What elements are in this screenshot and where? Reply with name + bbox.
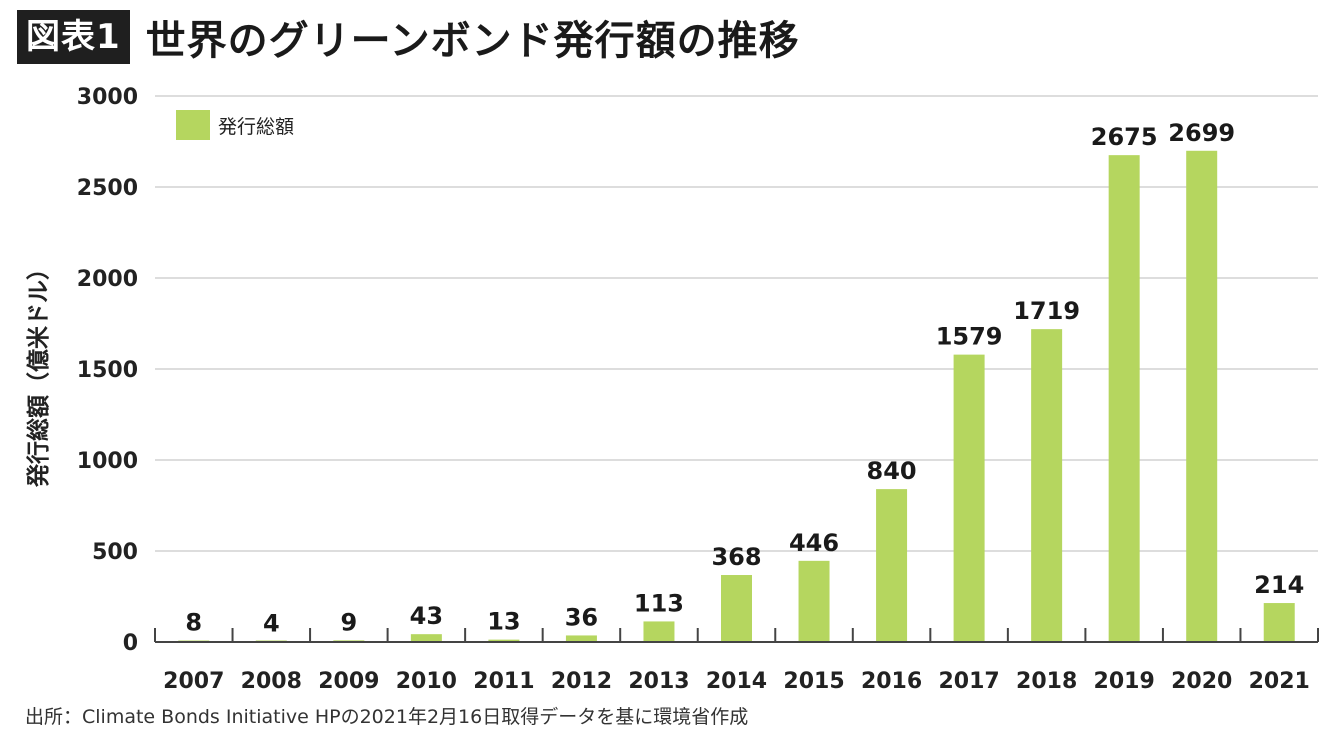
- x-tick-label-2007: 2007: [163, 669, 224, 694]
- value-label-2012: 36: [565, 603, 598, 631]
- x-tick-label-2009: 2009: [318, 669, 379, 694]
- bar-2016: [876, 489, 908, 642]
- x-tick-label-2019: 2019: [1094, 669, 1155, 694]
- bar-2017: [953, 354, 985, 642]
- value-label-2008: 4: [263, 609, 280, 637]
- y-tick-label: 2000: [77, 267, 138, 292]
- value-label-2011: 13: [487, 608, 520, 636]
- x-tick-label-2011: 2011: [473, 669, 534, 694]
- figure-header: 図表1 世界のグリーンボンド発行額の推移: [17, 9, 800, 65]
- legend-swatch: [176, 110, 210, 140]
- value-label-2007: 8: [185, 609, 202, 637]
- bar-2014: [721, 575, 752, 642]
- value-label-2021: 214: [1254, 571, 1304, 599]
- value-label-2018: 1719: [1013, 297, 1080, 325]
- y-axis-label: 発行総額（億米ドル）: [25, 257, 52, 488]
- y-tick-label: 1000: [77, 449, 138, 474]
- x-tick-label-2012: 2012: [551, 669, 612, 694]
- bar-2013: [643, 621, 675, 642]
- x-tick-label-2021: 2021: [1249, 669, 1310, 694]
- bars: [178, 150, 1295, 643]
- value-label-2020: 2699: [1168, 119, 1235, 147]
- bar-2015: [798, 560, 830, 642]
- legend-label: 発行総額: [218, 116, 294, 138]
- bar-2011: [488, 639, 520, 642]
- x-tick-label-2015: 2015: [783, 669, 844, 694]
- bar-2012: [565, 635, 597, 642]
- x-tick-labels: 2007 2008 2009 2010 2011 2012 2013 2014 2015 2016…: [163, 669, 1310, 694]
- x-tick-label-2016: 2016: [861, 669, 922, 694]
- y-tick-label: 1500: [77, 358, 138, 383]
- bar-chart: 0 500 1000 1500 2000 2500 3000 8 4 9 43 13 36 113 368…: [25, 85, 1319, 694]
- figure-label: 図表1: [17, 10, 130, 64]
- bar-2019: [1108, 155, 1140, 642]
- value-label-2019: 2675: [1091, 123, 1158, 151]
- y-tick-label: 0: [123, 631, 138, 656]
- x-tick-label-2010: 2010: [396, 669, 457, 694]
- value-label-2013: 113: [634, 589, 684, 617]
- bar-2018: [1031, 329, 1063, 642]
- grid-lines: [155, 95, 1318, 552]
- x-tick-label-2008: 2008: [241, 669, 302, 694]
- y-tick-label: 500: [92, 540, 138, 565]
- x-tick-label-2018: 2018: [1016, 669, 1077, 694]
- value-label-2017: 1579: [936, 323, 1003, 351]
- x-tick-label-2013: 2013: [628, 669, 689, 694]
- x-tick-label-2017: 2017: [938, 669, 999, 694]
- legend: 発行総額: [176, 110, 294, 140]
- y-tick-label: 3000: [77, 85, 138, 110]
- value-label-2010: 43: [410, 602, 443, 630]
- value-labels: 8 4 9 43 13 36 113 368 446 840 1579 1719 2675 2699 214: [185, 119, 1304, 637]
- figure-title: 世界のグリーンボンド発行額の推移: [145, 18, 800, 64]
- bar-2020: [1186, 150, 1218, 643]
- value-label-2015: 446: [789, 529, 839, 557]
- bar-2021: [1263, 603, 1295, 642]
- value-label-2014: 368: [711, 543, 761, 571]
- x-tick-label-2020: 2020: [1171, 669, 1232, 694]
- bar-2010: [410, 634, 442, 642]
- x-tick-label-2014: 2014: [706, 669, 767, 694]
- value-label-2016: 840: [867, 457, 917, 485]
- source-note: 出所：Climate Bonds Initiative HPの2021年2月16…: [25, 706, 749, 728]
- x-axis: [154, 628, 1319, 643]
- value-label-2009: 9: [340, 608, 357, 636]
- y-tick-label: 2500: [77, 176, 138, 201]
- y-tick-labels: 0 500 1000 1500 2000 2500 3000: [77, 85, 138, 656]
